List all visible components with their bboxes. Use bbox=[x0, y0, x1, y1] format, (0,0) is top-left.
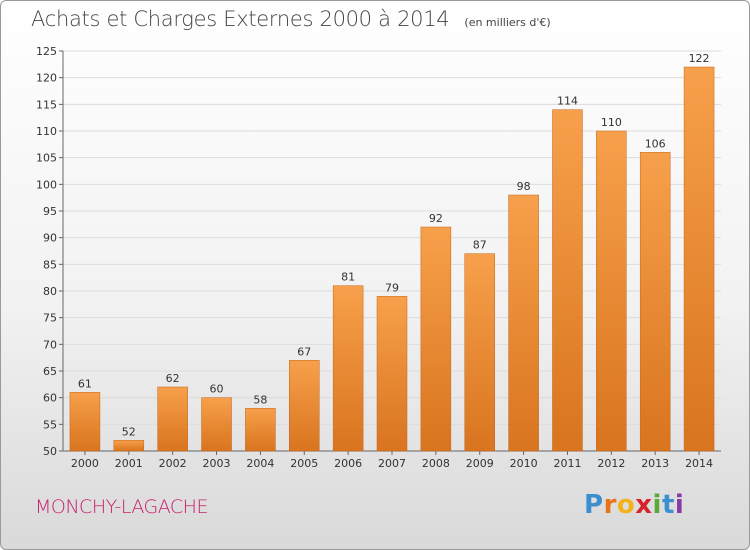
x-tick-label: 2014 bbox=[685, 457, 713, 470]
proxiti-logo: Proxiti bbox=[584, 490, 684, 520]
y-tick-label: 55 bbox=[43, 418, 57, 431]
data-label: 58 bbox=[253, 393, 267, 406]
x-tick-label: 2001 bbox=[115, 457, 143, 470]
bar bbox=[113, 440, 145, 452]
x-tick-label: 2011 bbox=[553, 457, 581, 470]
y-tick-label: 125 bbox=[36, 45, 57, 58]
y-tick-label: 95 bbox=[43, 205, 57, 218]
bar bbox=[639, 152, 671, 452]
x-tick-label: 2004 bbox=[246, 457, 274, 470]
bar bbox=[289, 360, 320, 452]
y-tick-label: 75 bbox=[43, 312, 57, 325]
logo-letter: o bbox=[616, 490, 636, 520]
y-tick-label: 80 bbox=[43, 285, 57, 298]
bar bbox=[245, 408, 276, 452]
x-tick-label: 2005 bbox=[290, 457, 318, 470]
bar bbox=[683, 66, 715, 452]
labels: 50 55 60 65 70 75 80 85 90 95 100 105 110 115 120 125 20… bbox=[36, 45, 713, 470]
data-label: 81 bbox=[341, 271, 355, 284]
logo-letter: i bbox=[652, 490, 662, 520]
data-label: 79 bbox=[385, 281, 399, 294]
y-tick-label: 115 bbox=[36, 98, 57, 111]
bar bbox=[201, 397, 232, 452]
y-tick-label: 120 bbox=[36, 72, 57, 85]
data-label: 52 bbox=[122, 425, 136, 438]
x-tick-label: 2012 bbox=[597, 457, 625, 470]
data-label: 106 bbox=[645, 137, 666, 150]
y-tick-label: 110 bbox=[36, 125, 57, 138]
commune-name: MONCHY-LAGACHE bbox=[35, 496, 208, 518]
data-label: 67 bbox=[297, 345, 311, 358]
y-tick-label: 105 bbox=[36, 152, 57, 165]
x-tick-label: 2009 bbox=[466, 457, 494, 470]
data-label: 92 bbox=[429, 212, 443, 225]
y-tick-label: 90 bbox=[43, 232, 57, 245]
y-tick-label: 85 bbox=[43, 258, 57, 271]
data-label: 110 bbox=[601, 116, 622, 129]
data-label: 61 bbox=[78, 377, 92, 390]
x-tick-label: 2000 bbox=[71, 457, 99, 470]
data-label: 98 bbox=[517, 180, 531, 193]
bar bbox=[157, 386, 188, 452]
bar bbox=[376, 296, 408, 452]
chart-title: Achats et Charges Externes 2000 à 2014 (… bbox=[31, 7, 551, 31]
data-label: 60 bbox=[210, 383, 224, 396]
data-label: 122 bbox=[689, 52, 710, 65]
bar bbox=[69, 392, 101, 452]
logo-letter: i bbox=[674, 490, 685, 520]
x-tick-label: 2006 bbox=[334, 457, 362, 470]
y-tick-label: 65 bbox=[43, 365, 57, 378]
bar bbox=[596, 130, 627, 452]
x-tick-label: 2008 bbox=[422, 457, 450, 470]
x-tick-label: 2010 bbox=[510, 457, 538, 470]
title-text: Achats et Charges Externes 2000 à 2014 bbox=[31, 7, 450, 31]
x-tick-label: 2007 bbox=[378, 457, 406, 470]
bar bbox=[508, 194, 539, 452]
x-tick-label: 2002 bbox=[159, 457, 187, 470]
logo-letter: t bbox=[661, 490, 675, 520]
unit-label: (en milliers d'€) bbox=[464, 16, 551, 29]
logo-letter: P bbox=[584, 490, 604, 520]
data-label: 62 bbox=[166, 372, 180, 385]
y-tick-label: 100 bbox=[36, 178, 57, 191]
data-label: 87 bbox=[473, 239, 487, 252]
y-tick-label: 70 bbox=[43, 338, 57, 351]
logo-letter: r bbox=[603, 490, 617, 520]
logo-letter: x bbox=[635, 490, 653, 520]
y-tick-label: 60 bbox=[43, 392, 57, 405]
bar bbox=[552, 109, 583, 452]
data-label: 114 bbox=[557, 95, 578, 108]
bar bbox=[420, 226, 452, 452]
x-tick-label: 2003 bbox=[203, 457, 231, 470]
bar bbox=[332, 285, 364, 452]
y-tick-label: 50 bbox=[43, 445, 57, 458]
x-tick-label: 2013 bbox=[641, 457, 669, 470]
bar bbox=[464, 253, 495, 452]
bars bbox=[69, 66, 715, 452]
